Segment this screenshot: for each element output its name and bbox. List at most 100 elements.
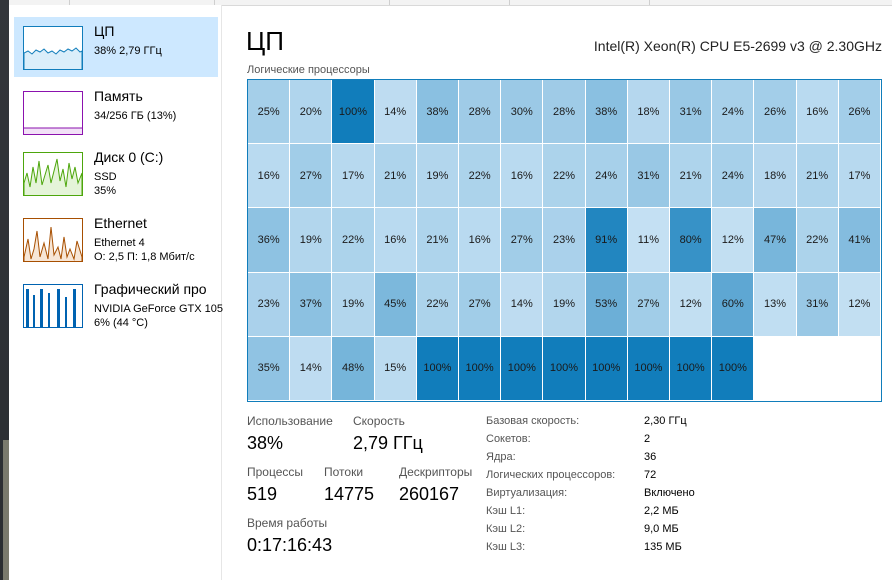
spec-label: Логических процессоров: xyxy=(486,469,616,481)
spec-value: Включено xyxy=(644,487,695,499)
processor-cell: 16% xyxy=(459,208,502,273)
sidebar-item-cpu[interactable]: ЦП 38% 2,79 ГГц xyxy=(14,17,218,77)
processor-cell: 27% xyxy=(290,144,333,209)
processor-cell: 21% xyxy=(416,208,459,273)
processor-cell: 13% xyxy=(754,272,797,337)
processor-cell: 14% xyxy=(374,80,417,145)
processor-cell: 22% xyxy=(796,208,839,273)
processor-cell: 12% xyxy=(712,208,755,273)
processor-cell: 16% xyxy=(796,80,839,145)
tab-strip xyxy=(9,0,892,6)
processor-cell: 27% xyxy=(501,208,544,273)
processor-cell: 31% xyxy=(627,144,670,209)
processor-cell: 19% xyxy=(543,272,586,337)
processor-cell: 30% xyxy=(501,80,544,145)
processor-cell: 100% xyxy=(416,336,459,401)
sidebar-item-ethernet[interactable]: Ethernet Ethernet 4 О: 2,5 П: 1,8 Мбит/с xyxy=(14,209,218,269)
processor-cell: 100% xyxy=(543,336,586,401)
processor-cell: 22% xyxy=(459,144,502,209)
sidebar-item-detail: О: 2,5 П: 1,8 Мбит/с xyxy=(94,251,195,263)
processor-cell: 18% xyxy=(627,80,670,145)
processor-cell: 14% xyxy=(501,272,544,337)
processor-cell: 60% xyxy=(712,272,755,337)
sidebar-item-title: Память xyxy=(94,88,143,104)
handles-label: Дескрипторы xyxy=(399,465,473,479)
processor-cell: 25% xyxy=(248,80,291,145)
spec-value: 2,2 МБ xyxy=(644,505,679,517)
resource-sidebar: ЦП 38% 2,79 ГГц Память 34/256 ГБ (13%) Д… xyxy=(9,5,223,580)
processor-cell: 23% xyxy=(248,272,291,337)
processor-cell: 100% xyxy=(712,336,755,401)
disk-mini-graph xyxy=(24,158,82,195)
tab-startup[interactable] xyxy=(509,0,510,5)
processor-cell: 18% xyxy=(754,144,797,209)
sidebar-item-title: Графический про xyxy=(94,281,207,297)
processor-cell: 28% xyxy=(459,80,502,145)
ethernet-graph-icon xyxy=(23,218,83,262)
processor-cell: 21% xyxy=(796,144,839,209)
processor-cell: 19% xyxy=(416,144,459,209)
spec-value: 72 xyxy=(644,469,657,481)
processes-label: Процессы xyxy=(247,465,304,479)
processor-cell: 27% xyxy=(627,272,670,337)
processes-value: 519 xyxy=(247,484,278,504)
spec-label: Кэш L1: xyxy=(486,505,526,517)
spec-value: 9,0 МБ xyxy=(644,523,679,535)
spec-label: Базовая скорость: xyxy=(486,415,580,427)
memory-mini-graph xyxy=(24,127,82,134)
spec-label: Кэш L3: xyxy=(486,541,526,553)
processor-cell: 11% xyxy=(627,208,670,273)
processor-cell: 53% xyxy=(585,272,628,337)
processor-cell: 100% xyxy=(332,80,375,145)
processor-cell: 28% xyxy=(543,80,586,145)
logical-processors-grid[interactable]: 25% 20% 100% 14% 38% 28% 30% 28% 38% 18% 31% 24% 26%… xyxy=(247,79,882,402)
processor-cell: 16% xyxy=(374,208,417,273)
tab-users[interactable] xyxy=(649,0,650,5)
empty-cell xyxy=(838,336,881,401)
processor-cell: 100% xyxy=(459,336,502,401)
spec-value: 135 МБ xyxy=(644,541,682,553)
processor-cell: 12% xyxy=(670,272,713,337)
tab-performance[interactable] xyxy=(214,0,215,5)
processor-cell: 16% xyxy=(501,144,544,209)
processor-cell: 24% xyxy=(712,80,755,145)
spec-label: Кэш L2: xyxy=(486,523,526,535)
sidebar-item-disk[interactable]: Диск 0 (C:) SSD 35% xyxy=(14,143,218,203)
desktop-edge-strip xyxy=(3,440,9,580)
processor-cell: 31% xyxy=(670,80,713,145)
processor-cell: 38% xyxy=(585,80,628,145)
processor-cell: 36% xyxy=(248,208,291,273)
processor-cell: 100% xyxy=(627,336,670,401)
processor-cell: 45% xyxy=(374,272,417,337)
sidebar-item-detail: 35% xyxy=(94,185,117,197)
spec-value: 2 xyxy=(644,433,651,445)
processor-cell: 21% xyxy=(670,144,713,209)
sidebar-item-detail: SSD xyxy=(94,171,117,183)
processor-cell: 100% xyxy=(501,336,544,401)
memory-graph-icon xyxy=(23,91,83,135)
gpu-mini-graph xyxy=(26,289,76,327)
spec-value: 2,30 ГГц xyxy=(644,415,687,427)
processor-cell: 20% xyxy=(290,80,333,145)
uptime-value: 0:17:16:43 xyxy=(247,535,333,555)
desktop-edge xyxy=(0,0,9,580)
processor-cell: 22% xyxy=(543,144,586,209)
sidebar-item-gpu[interactable]: Графический про NVIDIA GeForce GTX 105 6… xyxy=(14,275,223,335)
spec-value: 36 xyxy=(644,451,657,463)
speed-value: 2,79 ГГц xyxy=(353,433,423,453)
usage-value: 38% xyxy=(247,433,284,453)
sidebar-item-memory[interactable]: Память 34/256 ГБ (13%) xyxy=(14,82,218,142)
processor-cell: 48% xyxy=(332,336,375,401)
processor-cell: 19% xyxy=(332,272,375,337)
tab-processes[interactable] xyxy=(69,0,70,5)
processor-cell: 31% xyxy=(796,272,839,337)
logical-processors-label: Логические процессоры xyxy=(247,64,370,76)
processor-cell: 15% xyxy=(374,336,417,401)
threads-value: 14775 xyxy=(324,484,375,504)
tab-app-history[interactable] xyxy=(389,0,390,5)
processor-cell: 24% xyxy=(712,144,755,209)
processor-cell: 17% xyxy=(838,144,881,209)
cpu-mini-graph xyxy=(24,47,82,69)
sidebar-item-detail: 6% (44 °C) xyxy=(94,317,148,329)
empty-cell xyxy=(754,336,797,401)
